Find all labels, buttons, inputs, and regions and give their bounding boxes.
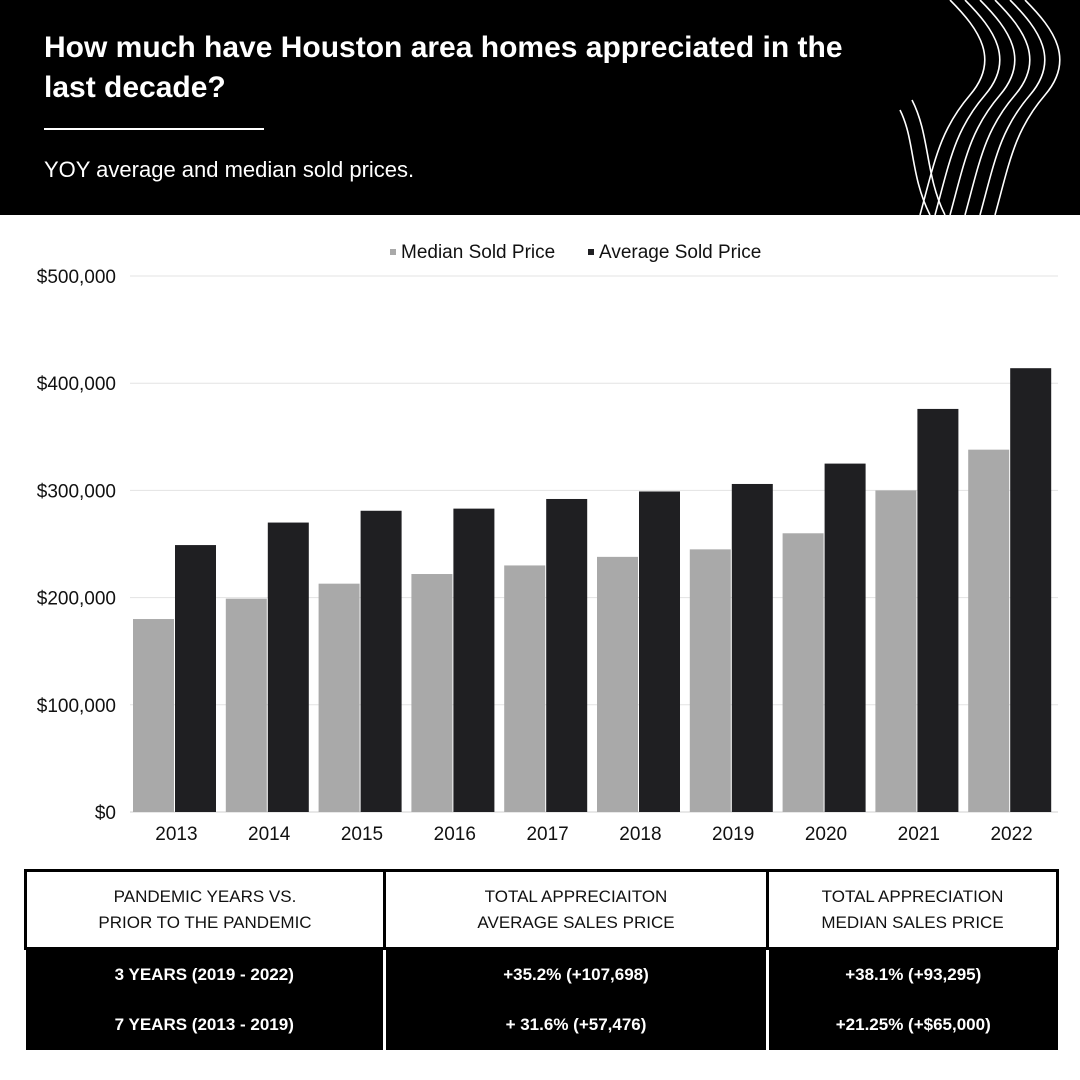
x-tick-label: 2019 [712, 824, 754, 845]
y-tick-label: $100,000 [37, 696, 116, 717]
table-cell: 3 YEARS (2019 - 2022) [25, 948, 385, 1000]
table-cell: +38.1% (+93,295) [766, 948, 1058, 1000]
average-bar [1010, 368, 1052, 812]
table-cell: 7 YEARS (2013 - 2019) [25, 1000, 385, 1050]
median-bar [504, 565, 546, 812]
average-bar [175, 545, 216, 812]
average-bar [824, 463, 866, 812]
x-tick-label: 2015 [341, 824, 383, 845]
y-tick-label: $0 [95, 803, 116, 824]
x-tick-label: 2021 [898, 824, 940, 845]
legend-label: Median Sold Price [401, 242, 555, 263]
y-tick-label: $400,000 [37, 374, 116, 395]
y-tick-label: $500,000 [37, 267, 116, 288]
median-bar [597, 556, 638, 812]
title-divider [44, 128, 264, 130]
legend-label: Average Sold Price [599, 242, 761, 263]
median-bar [782, 533, 824, 812]
median-bar [968, 449, 1010, 812]
legend-average-swatch-icon [588, 249, 594, 255]
average-bar [453, 508, 495, 812]
median-bar [875, 490, 917, 812]
median-bar [689, 549, 731, 812]
median-bar [225, 598, 267, 812]
x-tick-label: 2018 [619, 824, 661, 845]
average-bar [731, 483, 773, 812]
average-bar [917, 408, 959, 812]
table-header-cell: TOTAL APPRECIAITON AVERAGE SALES PRICE [383, 869, 769, 950]
decorative-waves-icon [899, 0, 1061, 215]
median-bar [318, 583, 360, 812]
page-title: How much have Houston area homes appreci… [44, 31, 843, 104]
legend-median-swatch-icon [390, 249, 396, 255]
x-tick-label: 2014 [248, 824, 291, 845]
table-header-cell: PANDEMIC YEARS VS. PRIOR TO THE PANDEMIC [24, 869, 386, 950]
table-header-cell: TOTAL APPRECIATION MEDIAN SALES PRICE [766, 869, 1059, 950]
appreciation-table: PANDEMIC YEARS VS. PRIOR TO THE PANDEMIC … [24, 869, 1059, 1050]
table-row: 3 YEARS (2019 - 2022) +35.2% (+107,698) … [25, 948, 1058, 1000]
x-tick-label: 2016 [434, 824, 476, 845]
table-cell: +35.2% (+107,698) [383, 948, 768, 1000]
average-bar [639, 491, 680, 812]
y-tick-label: $300,000 [37, 481, 116, 502]
average-bar [360, 510, 402, 812]
bar-chart: $0 $100,000 $200,000 $300,000 $400,000 $500,0… [37, 242, 1058, 845]
table-row: 7 YEARS (2013 - 2019) + 31.6% (+57,476) … [25, 1000, 1058, 1050]
header-banner: How much have Houston area homes appreci… [0, 0, 1080, 215]
average-bar [546, 498, 588, 812]
table-header-row: PANDEMIC YEARS VS. PRIOR TO THE PANDEMIC … [24, 869, 1059, 950]
x-tick-label: 2017 [526, 824, 568, 845]
x-tick-label: 2020 [805, 824, 847, 845]
median-bar [411, 574, 453, 812]
table-cell: +21.25% (+$65,000) [766, 1000, 1058, 1050]
table-cell: + 31.6% (+57,476) [383, 1000, 768, 1050]
page-subtitle: YOY average and median sold prices. [44, 157, 415, 182]
x-tick-label: 2013 [155, 824, 197, 845]
average-bar [267, 522, 309, 812]
y-tick-label: $200,000 [37, 589, 116, 610]
x-tick-label: 2022 [990, 824, 1032, 845]
median-bar [133, 619, 174, 812]
